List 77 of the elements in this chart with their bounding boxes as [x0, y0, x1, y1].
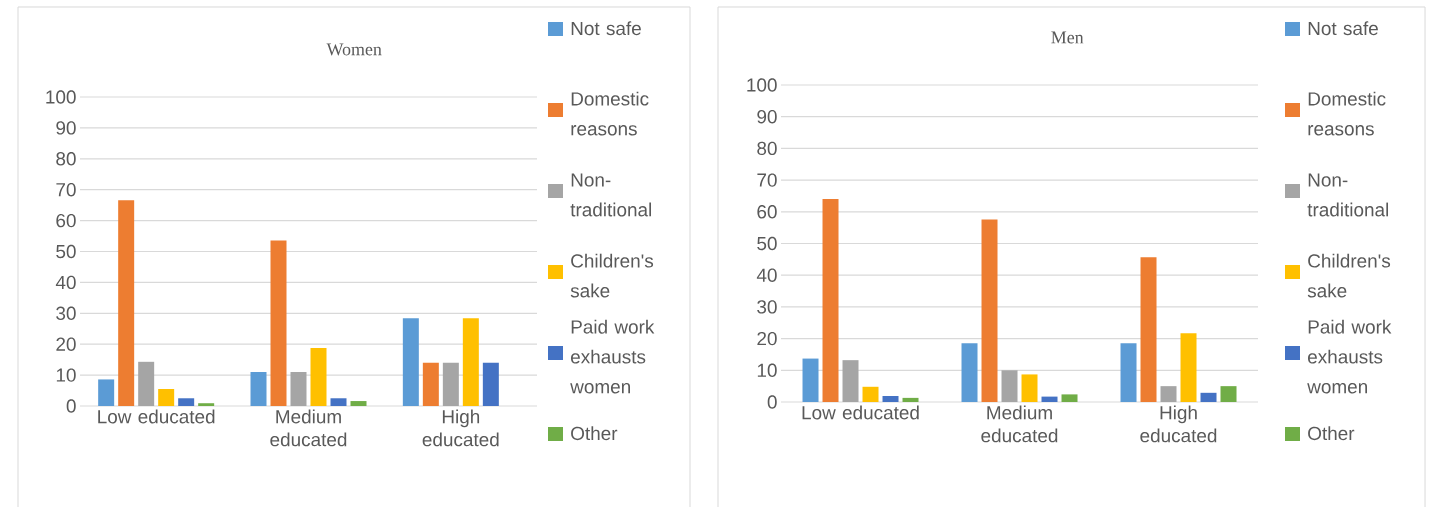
y-tick-label: 10: [56, 368, 76, 382]
legend-label: Not safe: [571, 21, 641, 36]
bar: [1200, 392, 1217, 402]
y-tick-label: 50: [757, 236, 777, 251]
bar: [882, 395, 899, 402]
bar: [310, 347, 327, 406]
bar: [422, 362, 439, 406]
y-tick-label: 90: [757, 109, 777, 124]
bar: [1021, 374, 1038, 402]
bar: [822, 199, 839, 402]
bar: [1180, 333, 1197, 402]
y-tick-label: 40: [55, 275, 76, 290]
x-tick-label: High educated: [422, 409, 499, 447]
bar: [1220, 386, 1237, 402]
bar: [482, 362, 499, 406]
bar: [198, 403, 215, 406]
y-tick-label: 70: [757, 173, 777, 187]
chart-title: Men: [1051, 31, 1084, 44]
legend-label: Children's sake: [1307, 253, 1391, 298]
y-tick-label: 0: [767, 395, 777, 409]
legend-label: Domestic reasons: [571, 91, 649, 136]
bar: [402, 318, 419, 406]
bar: [178, 398, 195, 406]
y-tick-label: 70: [56, 183, 76, 197]
bar: [250, 372, 267, 406]
legend-label: Children's sake: [570, 253, 654, 298]
bar: [1061, 394, 1078, 402]
y-tick-label: 100: [46, 90, 76, 104]
y-tick-label: 30: [56, 306, 76, 320]
legend-label: Domestic reasons: [1308, 91, 1386, 136]
bar: [138, 361, 155, 406]
bar: [1140, 257, 1157, 402]
chart-title: Women: [326, 43, 382, 56]
x-tick-label: Low educated: [802, 405, 919, 420]
y-tick-label: 20: [757, 331, 777, 346]
bar: [350, 401, 367, 406]
bar: [290, 372, 307, 406]
legend-label: Non-traditional: [1307, 173, 1389, 217]
legend-label: Paid work exhausts women: [1307, 319, 1392, 394]
bar: [158, 389, 175, 406]
bar: [862, 386, 879, 402]
bar: [330, 398, 347, 406]
y-tick-label: 20: [56, 337, 76, 351]
bar: [98, 379, 115, 406]
y-tick-label: 100: [747, 78, 777, 92]
legend-label: Other: [1308, 426, 1355, 441]
legend-label: Non-traditional: [570, 173, 651, 217]
legend-label: Paid work exhausts women: [570, 319, 655, 394]
y-tick-label: 50: [56, 244, 76, 259]
x-tick-label: Low educated: [98, 409, 215, 424]
bar: [842, 360, 859, 402]
y-tick-label: 90: [56, 121, 76, 135]
y-tick-label: 30: [757, 300, 777, 314]
y-tick-label: 80: [757, 141, 777, 156]
y-tick-label: 60: [757, 205, 777, 219]
bar: [442, 362, 459, 406]
y-tick-label: 80: [56, 152, 76, 166]
y-tick-label: 40: [756, 268, 777, 282]
y-tick-label: 0: [66, 399, 76, 413]
y-tick-label: 10: [757, 363, 777, 377]
bar: [118, 200, 135, 406]
bar: [270, 240, 287, 406]
bar: [1160, 386, 1177, 402]
x-tick-label: Medium educated: [270, 409, 347, 447]
bar: [1120, 343, 1137, 402]
legend-label: Other: [571, 426, 618, 441]
bar: [961, 343, 978, 402]
bar: [1001, 370, 1018, 402]
y-tick-label: 60: [56, 213, 76, 228]
x-tick-label: Medium educated: [981, 405, 1058, 443]
bar: [802, 358, 819, 402]
bar: [981, 219, 998, 402]
legend-label: Not safe: [1308, 21, 1378, 36]
bar: [1041, 396, 1058, 402]
x-tick-label: High educated: [1140, 405, 1217, 443]
bar: [462, 318, 479, 406]
bar: [902, 397, 919, 402]
